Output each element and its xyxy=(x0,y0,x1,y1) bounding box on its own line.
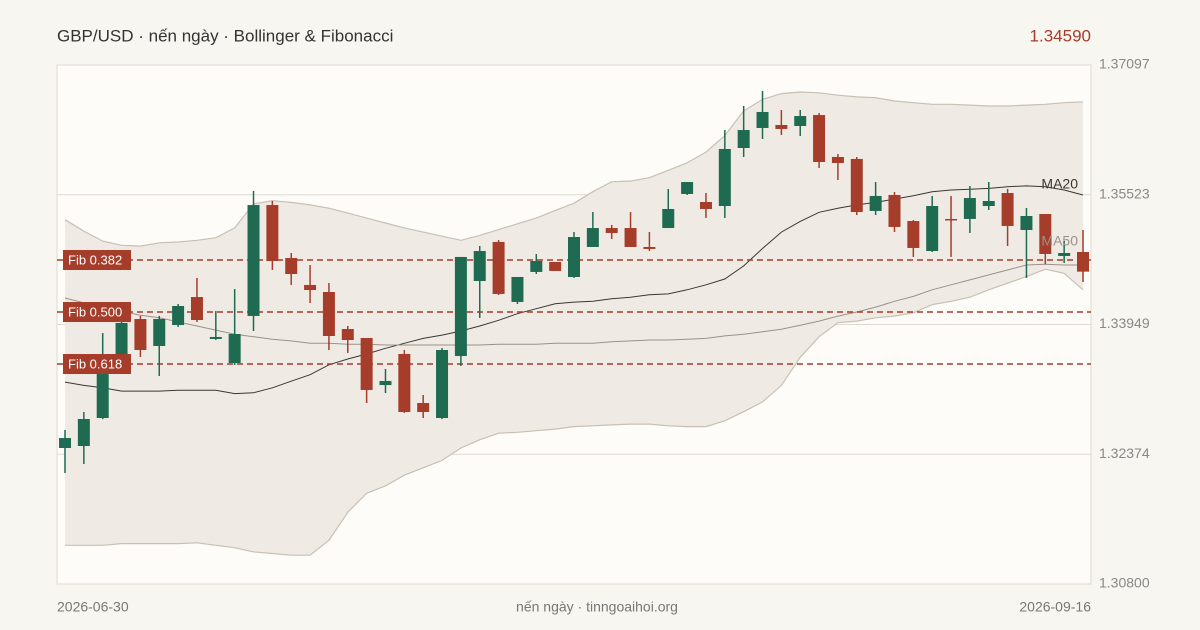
candle-body xyxy=(473,251,486,282)
candle-body xyxy=(1039,214,1052,254)
candle-body xyxy=(153,319,166,346)
candle-body xyxy=(756,111,769,128)
candle-body xyxy=(322,291,335,336)
candle-body xyxy=(417,403,430,412)
candle-body xyxy=(398,353,411,412)
fib-label: Fib 0.382 xyxy=(68,252,122,267)
candle-body xyxy=(718,148,731,207)
y-tick-label: 1.35523 xyxy=(1099,185,1150,201)
candle-body xyxy=(285,258,298,275)
candle-body xyxy=(134,319,147,351)
candle-body xyxy=(775,125,788,129)
y-tick-label: 1.32374 xyxy=(1099,445,1150,461)
candle-body xyxy=(662,208,675,229)
candle-body xyxy=(304,284,317,291)
bollinger-upper xyxy=(64,91,1084,247)
candle-body xyxy=(850,158,863,213)
y-tick-label: 1.30800 xyxy=(1099,575,1150,591)
candle-body xyxy=(228,334,241,364)
candle-body xyxy=(59,438,71,449)
candle-body xyxy=(190,297,203,321)
candle-body xyxy=(360,337,373,390)
candle-body xyxy=(209,336,222,339)
candle-body xyxy=(907,221,920,248)
x-tick-label: 2026-09-16 xyxy=(1019,599,1091,615)
chart-title: GBP/USD · nến ngày · Bollinger & Fibonac… xyxy=(57,26,393,45)
candle-body xyxy=(492,241,505,294)
last-price: 1.34590 xyxy=(1030,26,1091,45)
bollinger-lower xyxy=(65,268,1084,556)
candle-body xyxy=(945,218,958,221)
candle-body xyxy=(1020,215,1033,231)
candle-body xyxy=(511,276,524,302)
candle-body xyxy=(549,261,562,271)
fib-label: Fib 0.500 xyxy=(68,304,122,319)
candle-body xyxy=(963,198,976,219)
candle-body xyxy=(813,115,826,163)
source: nến ngày · tinngoaihoi.org xyxy=(516,599,678,615)
candle-body xyxy=(530,260,543,272)
candle-body xyxy=(172,305,185,326)
candle-body xyxy=(737,130,750,148)
candle-body xyxy=(605,228,618,233)
candle-body xyxy=(794,116,807,126)
candle-body xyxy=(454,256,467,357)
candle-body xyxy=(77,418,90,447)
fib-label-box xyxy=(63,354,131,375)
candle-body xyxy=(926,206,939,252)
ma-line xyxy=(64,185,1084,395)
y-tick-label: 1.33949 xyxy=(1099,315,1150,331)
ma-label: MA20 xyxy=(1041,176,1078,192)
fib-label: Fib 0.618 xyxy=(68,356,122,371)
candle-body xyxy=(341,328,354,341)
candle-body xyxy=(643,246,656,249)
ma-label: MA50 xyxy=(1041,233,1078,249)
candle-body xyxy=(96,360,109,419)
x-tick-label: 2026-06-30 xyxy=(57,599,129,615)
candle-body xyxy=(436,350,449,419)
candle-body xyxy=(681,182,694,194)
candle-body xyxy=(568,237,580,277)
candle-body xyxy=(624,228,637,247)
plot: Fib 0.382 Fib 0.500 Fib 0.618 MA20 MA50 xyxy=(57,90,1091,556)
candle-body xyxy=(869,195,882,211)
candle-body xyxy=(831,156,844,163)
candle-body xyxy=(699,201,712,209)
candle-body xyxy=(247,205,260,316)
candle-body xyxy=(982,200,995,207)
candle-body xyxy=(115,322,128,361)
candle-body xyxy=(586,228,599,247)
y-tick-label: 1.37097 xyxy=(1099,56,1150,72)
candle-body xyxy=(266,205,279,261)
candle-body xyxy=(379,380,392,386)
fib-label-box xyxy=(63,302,131,323)
fib-label-box xyxy=(63,250,131,271)
candle-body xyxy=(1001,192,1014,226)
bollinger-band xyxy=(65,92,1083,556)
candle-body xyxy=(1077,252,1089,272)
candle-body xyxy=(888,194,901,227)
candle-body xyxy=(1058,253,1071,256)
